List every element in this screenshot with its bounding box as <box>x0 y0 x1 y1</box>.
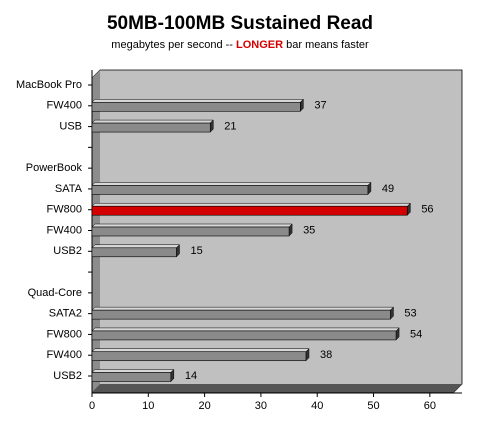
bar <box>91 372 172 382</box>
x-tick-label: 50 <box>367 400 379 412</box>
value-label: 37 <box>314 100 326 112</box>
y-tick-label: MacBook Pro <box>16 79 82 91</box>
y-tick-label: SATA2 <box>49 308 82 320</box>
x-tick-label: 30 <box>255 400 267 412</box>
value-label: 49 <box>382 183 394 195</box>
bar-top <box>91 223 293 228</box>
y-tick-label: SATA <box>55 183 83 195</box>
y-tick-label: USB <box>59 120 82 132</box>
chart-subtitle: megabytes per second -- LONGER bar means… <box>111 39 369 51</box>
value-label: 38 <box>320 349 332 361</box>
bar <box>91 226 290 237</box>
x-tick-label: 10 <box>142 400 154 412</box>
y-tick-label: PowerBook <box>26 162 83 174</box>
bar <box>91 247 177 258</box>
bar-top <box>91 244 181 249</box>
bar <box>91 185 369 195</box>
y-tick-label: FW400 <box>47 100 82 112</box>
y-tick-label: Quad-Core <box>28 287 82 299</box>
y-tick-label: FW400 <box>47 349 82 361</box>
y-tick-label: FW400 <box>47 224 82 236</box>
bar <box>91 122 211 133</box>
bar-top <box>91 369 175 373</box>
value-label: 15 <box>190 245 202 257</box>
bar-top <box>91 348 310 352</box>
bar-top <box>91 182 372 186</box>
bar-top <box>91 99 304 103</box>
value-label: 21 <box>224 120 236 132</box>
value-label: 54 <box>410 328 422 340</box>
bar <box>91 351 307 362</box>
x-tick-label: 0 <box>89 400 95 412</box>
bar-top <box>91 327 400 332</box>
value-label: 35 <box>303 224 315 236</box>
y-tick-label: USB2 <box>53 245 82 257</box>
bar <box>91 330 397 341</box>
value-label: 56 <box>421 204 433 216</box>
x-tick-label: 40 <box>311 400 323 412</box>
value-label: 14 <box>185 370 197 382</box>
plot-floor <box>92 384 462 392</box>
y-tick-label: USB2 <box>53 370 82 382</box>
bar-top <box>91 202 411 207</box>
x-tick-label: 20 <box>198 400 210 412</box>
chart-title: 50MB-100MB Sustained Read <box>107 13 373 34</box>
bar-top <box>91 306 395 311</box>
subtitle-part: megabytes per second -- <box>111 39 233 51</box>
x-tick-label: 60 <box>424 400 436 412</box>
subtitle-highlight: LONGER <box>236 39 283 51</box>
bar <box>91 205 408 216</box>
subtitle-part: bar means faster <box>286 39 369 51</box>
bar-top <box>91 119 214 124</box>
y-tick-label: FW800 <box>47 204 82 216</box>
bar <box>91 309 391 320</box>
bar <box>91 101 301 112</box>
value-label: 53 <box>404 308 416 320</box>
y-tick-label: FW800 <box>47 328 82 340</box>
